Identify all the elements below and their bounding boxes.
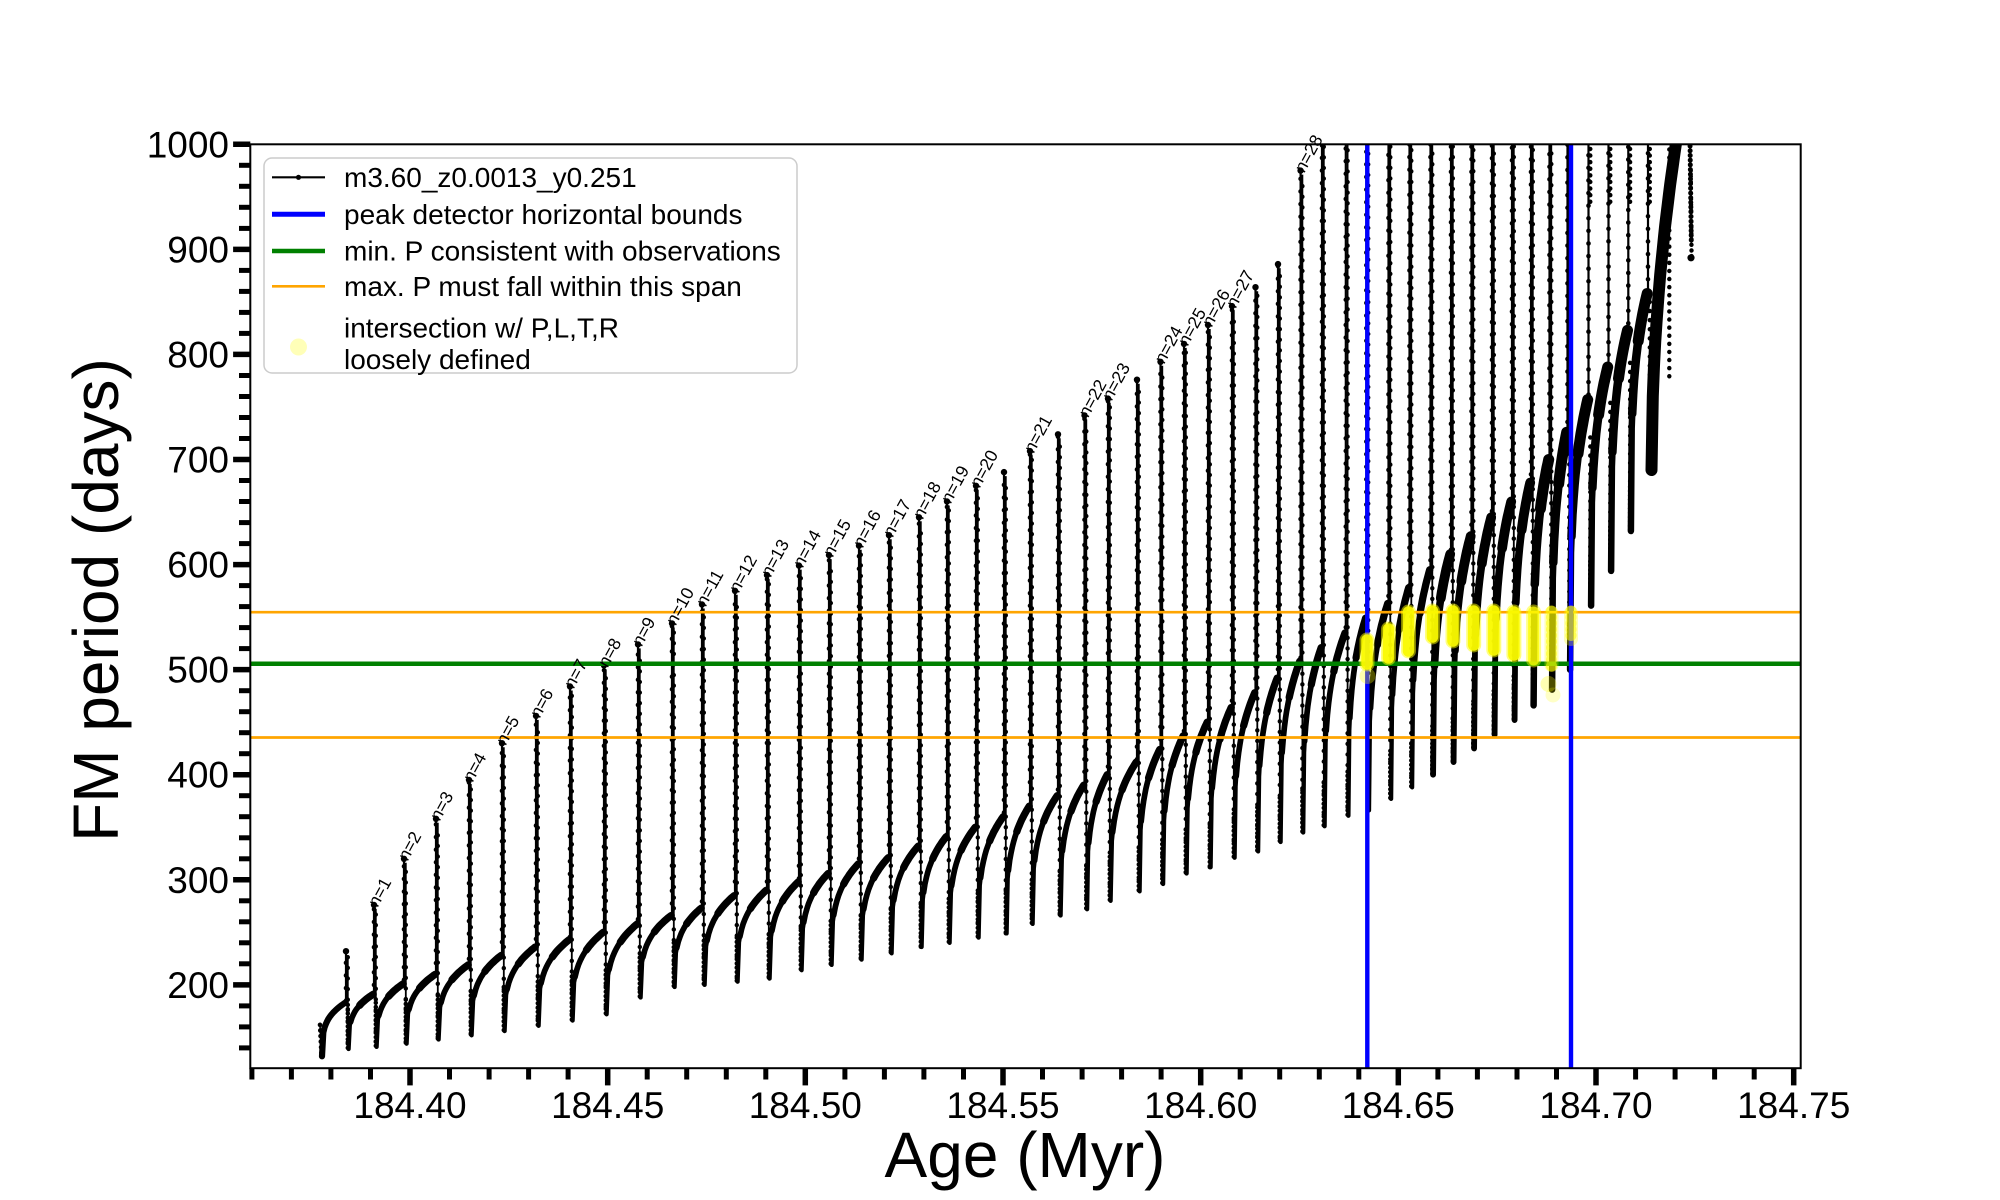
svg-text:200: 200 [167,965,229,1006]
svg-text:184.65: 184.65 [1342,1085,1455,1126]
svg-text:m3.60_z0.0013_y0.251: m3.60_z0.0013_y0.251 [344,162,637,193]
svg-text:peak detector horizontal bound: peak detector horizontal bounds [344,199,743,230]
svg-text:184.50: 184.50 [749,1085,862,1126]
svg-text:1000: 1000 [147,124,229,165]
svg-text:184.70: 184.70 [1539,1085,1652,1126]
svg-text:600: 600 [167,545,229,586]
svg-text:500: 500 [167,650,229,691]
svg-text:700: 700 [167,440,229,481]
svg-text:800: 800 [167,334,229,375]
svg-text:max. P must fall within this s: max. P must fall within this span [344,271,742,302]
svg-text:184.40: 184.40 [353,1085,466,1126]
svg-text:184.75: 184.75 [1737,1085,1850,1126]
svg-text:intersection w/ P,L,T,R: intersection w/ P,L,T,R [344,313,619,344]
svg-text:min. P consistent with observa: min. P consistent with observations [344,236,781,267]
svg-text:loosely defined: loosely defined [344,344,531,375]
svg-text:FM period (days): FM period (days) [60,358,132,842]
svg-text:184.55: 184.55 [946,1085,1059,1126]
svg-text:184.45: 184.45 [551,1085,664,1126]
svg-text:400: 400 [167,755,229,796]
svg-text:Age (Myr): Age (Myr) [885,1119,1166,1191]
svg-text:184.60: 184.60 [1144,1085,1257,1126]
svg-text:900: 900 [167,229,229,270]
svg-text:300: 300 [167,860,229,901]
